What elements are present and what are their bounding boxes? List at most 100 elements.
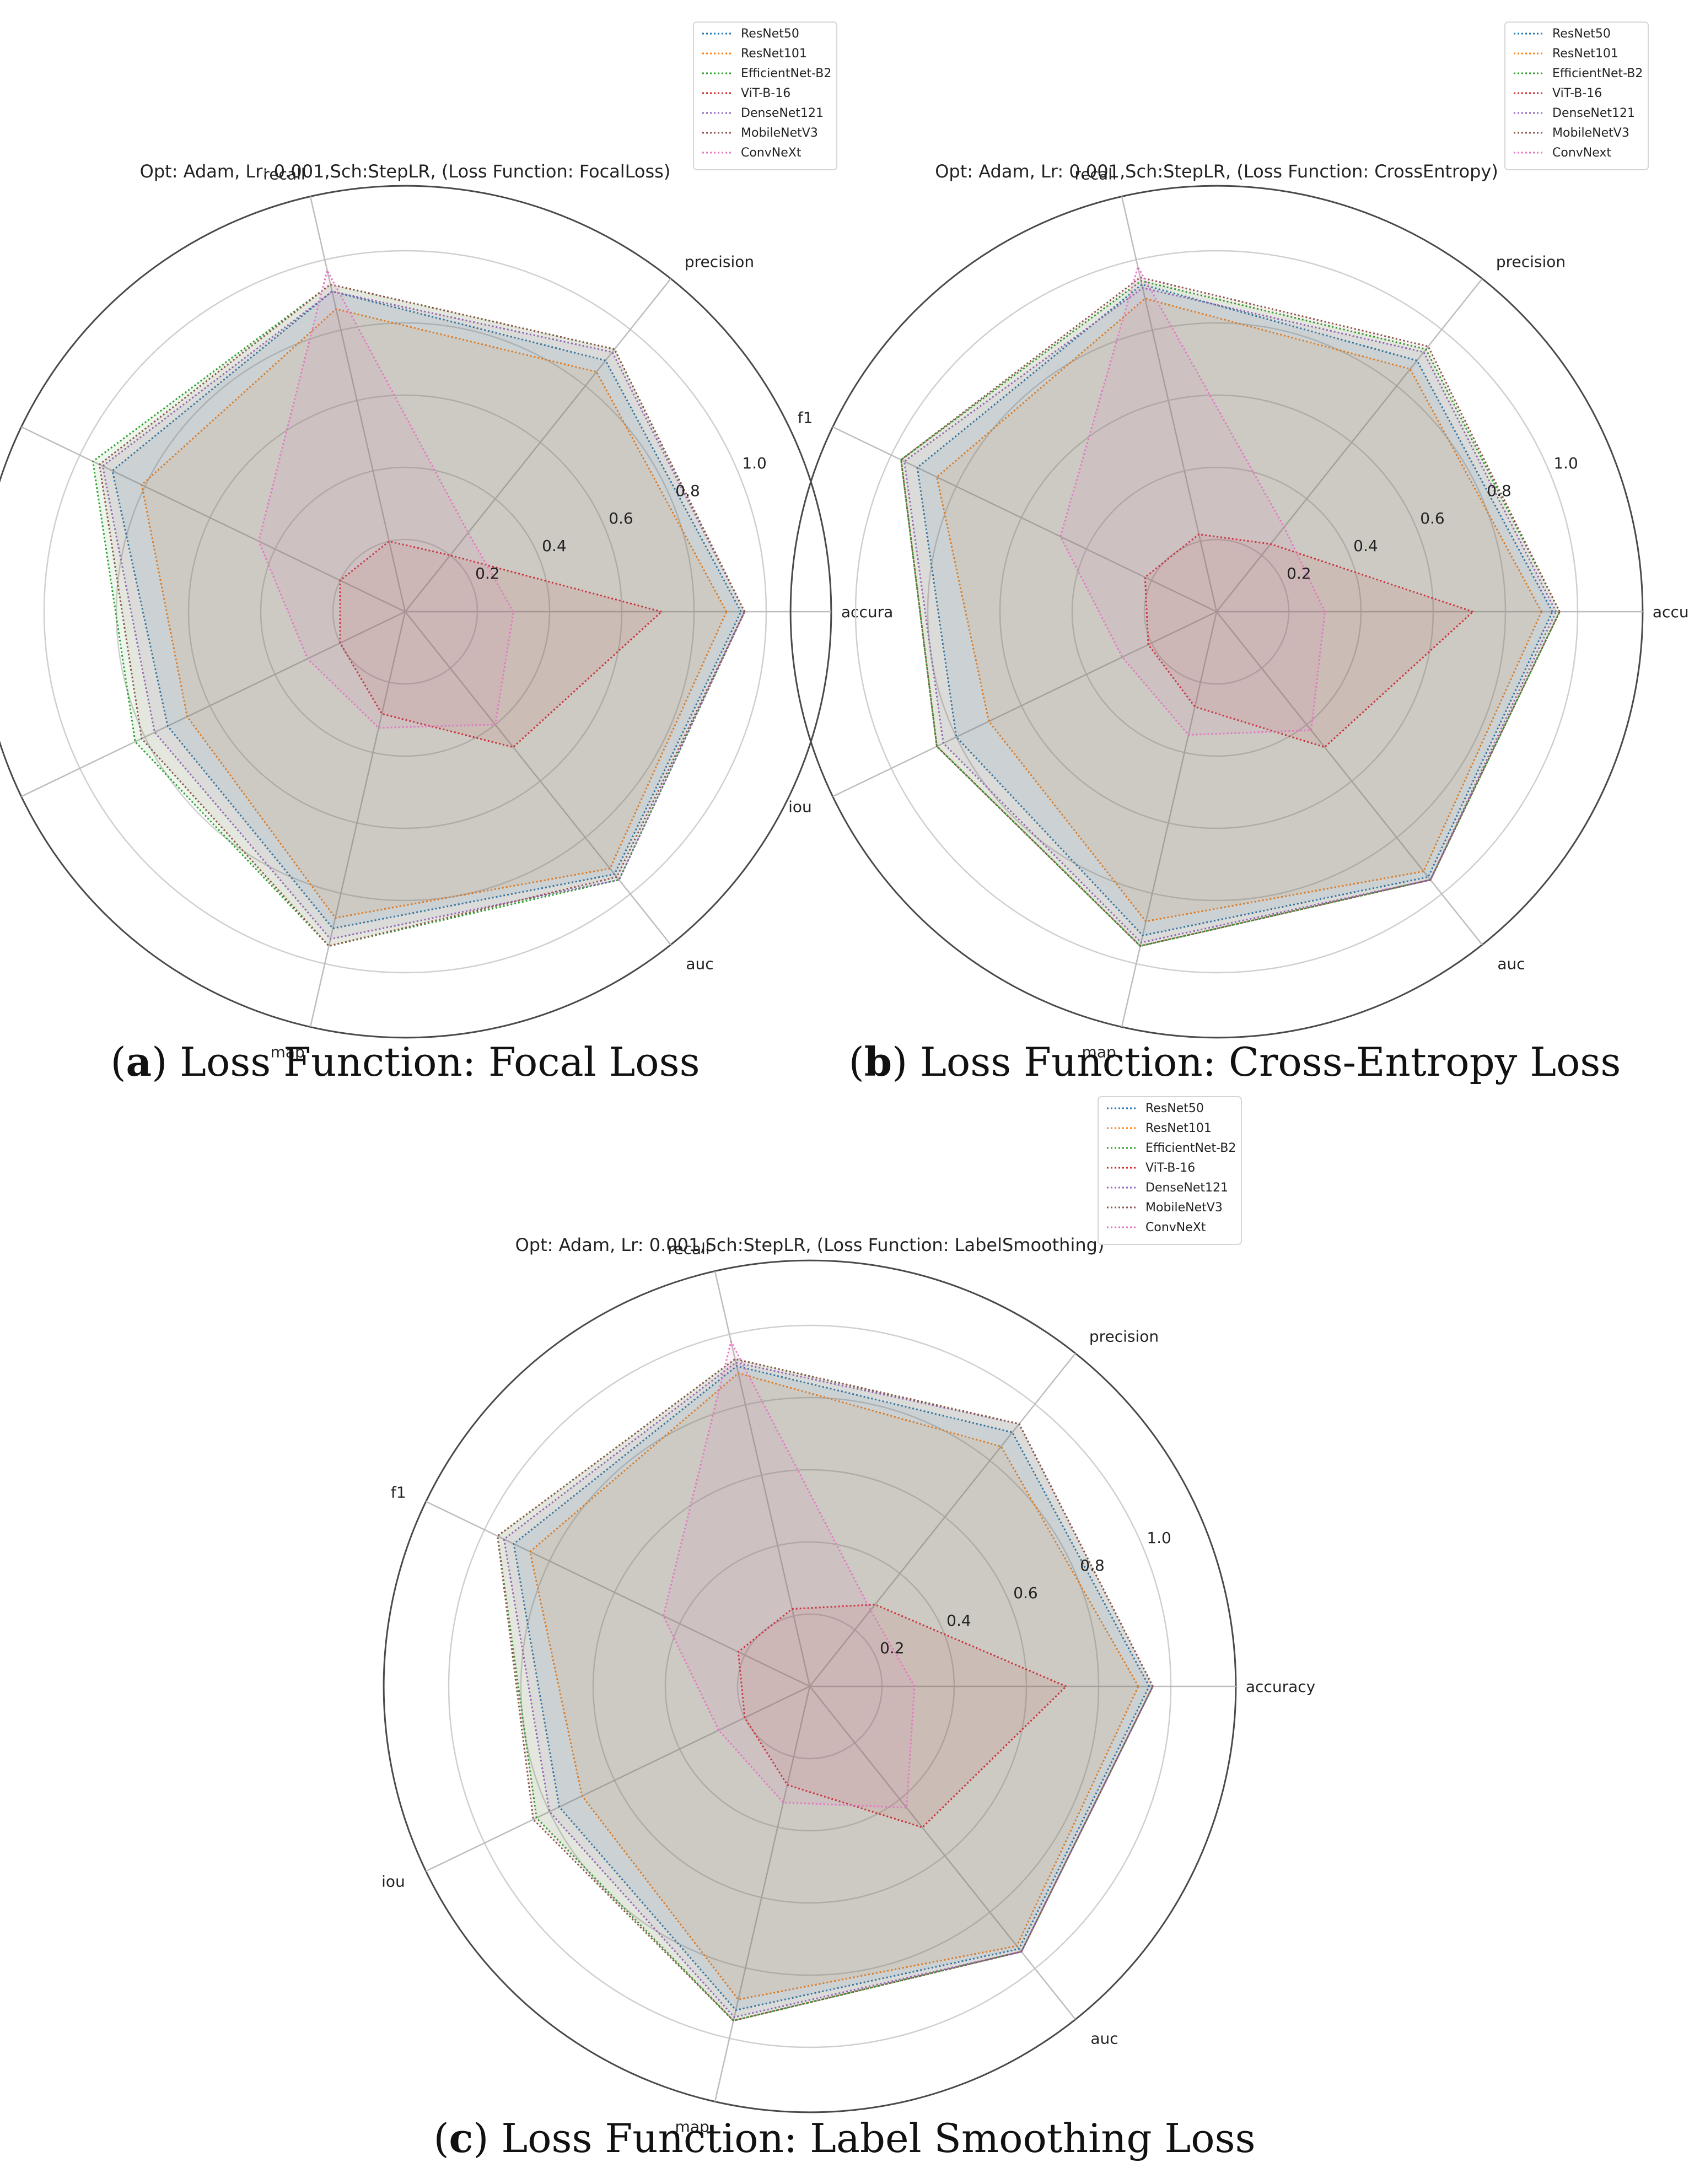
r-tick-label: 0.8 (675, 482, 700, 500)
series-vit-b-16 (1144, 533, 1474, 748)
axis-spoke (1121, 611, 1218, 1027)
axis-label-map: map (675, 2117, 709, 2136)
legend-label-convnext: ConvNext (1552, 146, 1611, 160)
axis-spoke (426, 1685, 810, 1872)
axis-label-iou: iou (0, 798, 1, 816)
series-mobilenetv3 (497, 1358, 1154, 2022)
caption-a-text: Loss Function: Focal Loss (167, 1039, 700, 1085)
r-tick-label: 0.8 (1487, 482, 1512, 500)
axis-label-auc: auc (686, 955, 713, 973)
r-tick-label: 0.2 (1287, 564, 1311, 583)
axis-label-precision: precision (1089, 1327, 1159, 1345)
legend-label-mobilenetv3: MobileNetV3 (1145, 1201, 1223, 1215)
series-efficientnet-b2 (497, 1358, 1154, 2022)
radar-chart-focal-loss: Opt: Adam, Lr: 0.001,Sch:StepLR, (Loss F… (0, 21, 893, 1061)
radar-chart-label-smoothing: Opt: Adam, Lr: 0.001,Sch:StepLR, (Loss F… (381, 1096, 1315, 2136)
axis-label-iou: iou (788, 798, 812, 816)
legend-label-mobilenetv3: MobileNetV3 (1552, 126, 1629, 140)
axis-spoke (21, 426, 406, 613)
caption-c-label: c (449, 2115, 474, 2161)
legend-label-resnet50: ResNet50 (1552, 27, 1611, 41)
series-convnext (662, 1340, 916, 1809)
series-resnet50 (111, 290, 742, 930)
axis-label-map: map (271, 1043, 305, 1061)
axis-label-precision: precision (685, 252, 754, 271)
caption-c-text: Loss Function: Label Smoothing Loss (488, 2115, 1255, 2161)
axis-label-recall: recall (668, 1240, 709, 1258)
radar-chart-cross-entropy: Opt: Adam, Lr: 0.001,Sch:StepLR, (Loss F… (788, 21, 1689, 1061)
axis-label-recall: recall (263, 165, 305, 184)
series-efficientnet-b2 (92, 283, 746, 947)
axis-spoke (714, 1271, 811, 1687)
series-resnet101 (936, 298, 1542, 923)
series-mobilenetv3 (98, 283, 746, 947)
legend-label-resnet50: ResNet50 (741, 27, 799, 41)
caption-b: (b) Loss Function: Cross-Entropy Loss (849, 1038, 1621, 1085)
series-resnet101 (141, 308, 728, 919)
axis-spoke (809, 1352, 1076, 1687)
legend-label-densenet121: DenseNet121 (1145, 1181, 1228, 1195)
r-tick-label: 0.4 (542, 537, 567, 555)
series-vit-b-16 (737, 1604, 1067, 1829)
axis-label-accura: accura (841, 603, 893, 621)
r-tick-label: 0.2 (475, 564, 500, 583)
axis-label-f1: f1 (0, 408, 2, 427)
axis-label-precision: precision (1496, 252, 1566, 271)
axis-label-auc: auc (1497, 955, 1525, 973)
axis-spoke (21, 611, 406, 797)
series-mobilenetv3 (900, 276, 1561, 947)
series-densenet121 (903, 287, 1557, 943)
legend: ResNet50 ResNet101 EfficientNet-B2 ViT-B-16… (693, 21, 837, 170)
series-vit-b-16 (339, 540, 663, 748)
series-resnet50 (916, 283, 1553, 936)
axis-label-auc: auc (1090, 2030, 1118, 2048)
legend-label-vit-b-16: ViT-B-16 (1145, 1161, 1195, 1175)
legend-label-resnet101: ResNet101 (1145, 1121, 1212, 1135)
r-tick-label: 0.6 (1420, 509, 1445, 527)
series-efficientnet-b2 (900, 280, 1561, 947)
series-resnet50 (513, 1365, 1150, 2011)
series-convnext (1059, 266, 1326, 736)
legend-label-resnet101: ResNet101 (1552, 47, 1618, 61)
axis-label-recall: recall (1074, 165, 1116, 184)
series-densenet121 (101, 290, 746, 940)
axis-spoke (426, 1501, 810, 1687)
r-tick-label: 1.0 (1147, 1529, 1171, 1547)
legend-label-densenet121: DenseNet121 (1552, 106, 1635, 120)
axis-spoke (832, 426, 1217, 613)
series-convnext (257, 269, 514, 729)
r-tick-label: 1.0 (742, 454, 767, 472)
chart-title: Opt: Adam, Lr: 0.001,Sch:StepLR, (Loss F… (515, 1234, 1105, 1255)
series-resnet101 (529, 1372, 1139, 2000)
legend-label-efficientnet-b2: EfficientNet-B2 (1145, 1141, 1236, 1155)
legend-label-efficientnet-b2: EfficientNet-B2 (1552, 67, 1643, 80)
chart-title: Opt: Adam, Lr: 0.001,Sch:StepLR, (Loss F… (935, 161, 1498, 182)
axis-spoke (309, 196, 406, 612)
legend-label-densenet121: DenseNet121 (741, 106, 824, 120)
legend: ResNet50 ResNet101 EfficientNet-B2 ViT-B-16… (1504, 21, 1649, 170)
axis-label-f1: f1 (798, 408, 813, 427)
axis-spoke (809, 1686, 1076, 2020)
axis-spoke (714, 1686, 811, 2102)
r-tick-label: 0.8 (1080, 1556, 1105, 1574)
axis-label-accuracy: accuracy (1653, 603, 1689, 621)
axis-label-map: map (1082, 1043, 1116, 1061)
r-tick-label: 0.4 (946, 1611, 971, 1630)
caption-c: (c) Loss Function: Label Smoothing Loss (433, 2115, 1255, 2161)
legend-label-efficientnet-b2: EfficientNet-B2 (741, 67, 831, 80)
axis-spoke (405, 278, 671, 612)
caption-b-text: Loss Function: Cross-Entropy Loss (907, 1039, 1621, 1085)
r-tick-label: 0.2 (880, 1639, 905, 1657)
r-tick-label: 0.4 (1353, 537, 1378, 555)
axis-label-f1: f1 (391, 1483, 406, 1501)
axis-spoke (1216, 611, 1483, 946)
series-densenet121 (503, 1362, 1154, 2018)
caption-b-label: b (864, 1038, 892, 1085)
legend-label-convnext: ConvNeXt (741, 146, 802, 160)
legend-label-mobilenetv3: MobileNetV3 (741, 126, 818, 140)
axis-spoke (832, 611, 1217, 797)
chart-title: Opt: Adam, Lr: 0.001,Sch:StepLR, (Loss F… (140, 161, 671, 182)
axis-label-accuracy: accuracy (1246, 1678, 1315, 1696)
axis-spoke (405, 611, 671, 946)
